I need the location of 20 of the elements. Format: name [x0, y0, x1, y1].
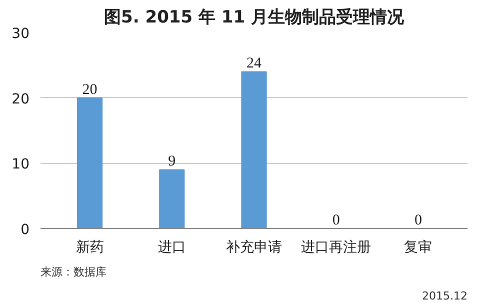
chart-title: 图5. 2015 年 11 月生物制品受理情况 [104, 8, 405, 28]
x-tick-label: 复审 [404, 240, 432, 256]
x-tick-label: 进口 [158, 240, 186, 256]
data-label: 9 [168, 154, 176, 170]
y-tick-label: 20 [12, 91, 30, 108]
y-tick-label: 10 [12, 156, 30, 173]
x-tick-label: 进口再注册 [301, 240, 372, 256]
source-note: 来源：数据库 [40, 266, 106, 278]
bar [241, 71, 267, 228]
text: 2015.12 [422, 290, 468, 302]
bar [159, 169, 185, 228]
data-label: 24 [246, 56, 262, 72]
bar [76, 97, 103, 228]
data-label: 0 [414, 212, 422, 228]
y-tick-label: 30 [12, 26, 30, 42]
data-label: 0 [332, 212, 340, 228]
x-tick-label: 新药 [76, 240, 104, 256]
x-tick-label: 补充申请 [226, 240, 282, 256]
data-label: 20 [82, 82, 98, 98]
y-tick-label: 0 [20, 222, 30, 238]
